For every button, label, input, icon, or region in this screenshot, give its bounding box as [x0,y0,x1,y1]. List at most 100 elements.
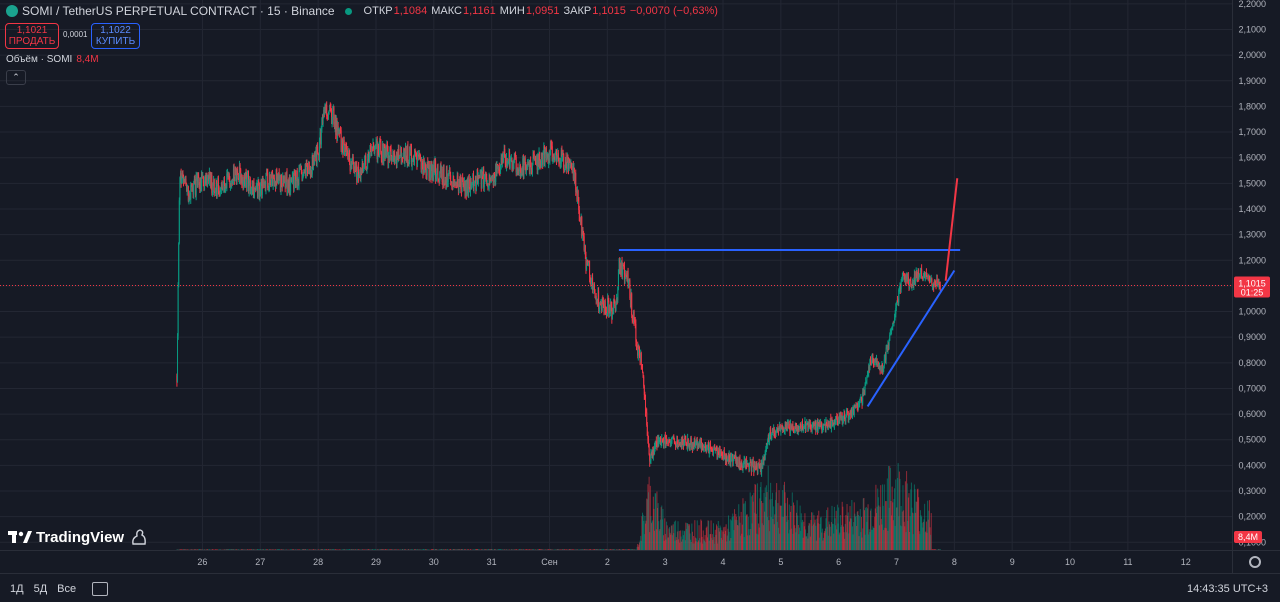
candle-body [923,272,925,275]
tradingview-logo[interactable]: TradingView [8,528,150,546]
volume-bar [750,529,752,550]
candle-body [489,174,491,182]
volume-bar [759,498,761,550]
candle-body [568,158,570,170]
candle-body [719,448,721,457]
candle-body [461,177,463,193]
volume-bar [353,549,355,550]
candle-body [889,334,891,341]
candle-body [205,175,207,184]
range-5d-button[interactable]: 5Д [33,582,48,595]
buy-button[interactable]: 1,1022 КУПИТЬ [91,23,140,49]
range-1d-button[interactable]: 1Д [10,582,24,595]
candle-body [568,159,570,170]
sell-button[interactable]: 1,1021 ПРОДАТЬ [5,23,59,49]
candle-body [684,437,686,442]
volume-bar [890,500,892,550]
candle-body [743,464,745,466]
volume-bar [640,535,642,550]
candle-body [418,154,420,158]
candle-body [540,153,542,167]
volume-bar [628,549,630,550]
calendar-icon[interactable] [92,581,109,596]
candle-body [262,178,264,184]
volume-bar [922,521,924,550]
candle-body [900,287,902,290]
volume-bar [339,549,341,550]
candle-body [850,414,852,416]
volume-bar [702,543,704,550]
volume-bar [394,549,396,550]
volume-bar [651,523,653,550]
volume-bar [737,525,739,550]
candle-body [790,423,792,428]
clock-timezone[interactable]: 14:43:35 UTC+3 [1186,582,1268,595]
volume-bar [847,515,849,550]
candle-body [891,328,893,333]
collapse-legend-button[interactable]: ⌃ [6,70,26,85]
candle-body [502,153,504,161]
candle-body [217,178,219,185]
candle-body [331,119,333,124]
candle-body [835,416,837,420]
volume-bar [388,549,390,550]
candle-body [931,285,933,287]
candle-body [278,173,280,183]
gear-icon[interactable] [1249,556,1261,568]
volume-bar [767,465,769,550]
candle-body [436,167,438,171]
volume-bar [816,518,818,550]
candle-body [660,442,662,445]
candle-body [401,156,403,158]
candle-body [800,426,802,432]
candle-body [409,146,411,162]
volume-bar [667,537,669,550]
candle-body [661,438,663,440]
candle-body [287,179,289,191]
candle-body [581,217,583,237]
candle-body [592,277,594,291]
range-all-button[interactable]: Все [57,582,77,595]
candle-body [420,158,422,170]
candle-body [223,180,225,184]
candle-body [458,179,460,192]
candle-body [745,460,747,468]
candle-body [565,157,567,167]
volume-bar [465,549,467,550]
candle-body [610,301,612,307]
volume-bar [738,516,740,550]
volume-bar [361,549,363,550]
volume-bar [839,532,841,550]
candle-body [719,448,721,456]
candle-body [193,179,195,182]
volume-bar [880,485,882,550]
candle-body [273,176,275,178]
candle-body [533,154,535,159]
volume-bar [907,497,909,550]
volume-bar [190,549,192,550]
candle-body [771,432,773,439]
candle-body [570,163,572,166]
candle-body [216,182,218,197]
candle-body [257,180,259,199]
volume-bar [713,537,715,550]
candle-body [641,364,643,368]
price-chart[interactable]: 2,20002,10002,00001,90001,80001,70001,60… [0,0,1280,573]
volume-bar [595,549,597,550]
volume-bar [854,516,856,550]
candle-body [432,166,434,180]
time-tick-label: 3 [663,557,668,567]
candle-body [362,169,364,172]
drawing-trendline [866,269,956,407]
candle-body [489,180,491,182]
volume-legend[interactable]: Объём · SOMI 8,4M [6,54,99,65]
candle-body [788,423,790,425]
volume-bar [876,506,878,550]
volume-bar [885,501,887,550]
volume-bar [672,535,674,550]
volume-bar [670,525,672,550]
candle-body [227,171,229,175]
candle-body [915,272,917,280]
volume-bar [846,504,848,550]
symbol-title[interactable]: SOMI / TetherUS PERPETUAL CONTRACT · 15 … [22,4,335,18]
